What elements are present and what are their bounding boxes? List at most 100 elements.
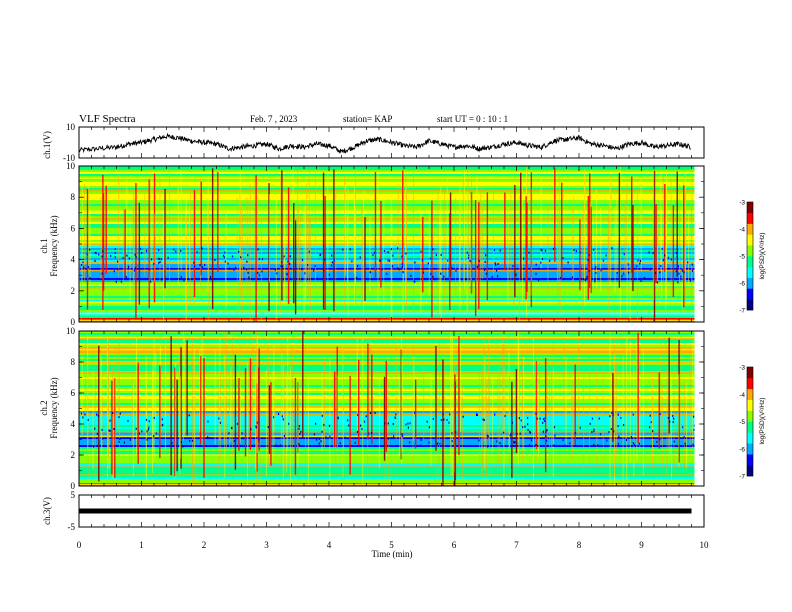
low-power-speckle <box>516 432 518 435</box>
sferic-streak <box>112 385 114 479</box>
x-tick-label: 3 <box>264 540 269 550</box>
low-power-speckle <box>595 272 597 275</box>
sferic-streak <box>126 180 128 279</box>
sferic-streak <box>658 372 660 449</box>
spectrogram-row <box>79 214 695 217</box>
sferic-streak <box>391 213 393 321</box>
low-power-speckle <box>593 443 595 446</box>
sferic-streak <box>694 336 695 436</box>
spectral-line <box>79 301 695 304</box>
sferic-streak <box>573 196 575 281</box>
spectrogram-row <box>79 282 695 285</box>
low-power-speckle <box>129 438 131 441</box>
sferic-streak <box>481 368 483 479</box>
low-power-speckle <box>541 249 543 252</box>
low-power-speckle <box>414 261 416 264</box>
low-power-speckle <box>387 437 390 440</box>
low-power-speckle <box>148 420 150 423</box>
sferic-streak <box>344 175 346 311</box>
sferic-streak <box>563 332 565 427</box>
sferic-streak <box>159 177 161 290</box>
low-power-speckle <box>542 421 544 424</box>
sferic-streak <box>214 350 216 445</box>
sferic-streak <box>151 179 153 300</box>
sferic-streak <box>239 379 241 444</box>
sferic-streak <box>347 188 349 317</box>
low-power-speckle <box>224 251 226 254</box>
low-power-speckle <box>491 275 493 278</box>
spectral-line <box>79 243 695 245</box>
low-power-speckle <box>586 275 588 278</box>
low-power-speckle <box>193 261 195 264</box>
spectrogram-row <box>79 230 695 233</box>
low-power-speckle <box>591 417 594 420</box>
low-power-speckle <box>114 256 116 259</box>
colorbar-swatch <box>747 377 753 390</box>
low-power-speckle <box>617 442 620 445</box>
low-power-speckle <box>368 432 370 435</box>
spectral-line <box>79 337 695 340</box>
low-power-speckle <box>540 248 542 251</box>
sferic-streak <box>275 195 277 320</box>
sferic-streak <box>660 351 662 446</box>
sferic-streak <box>81 355 83 435</box>
sferic-streak <box>660 173 662 271</box>
spectrogram-row <box>79 192 695 195</box>
low-power-speckle <box>228 432 230 435</box>
sferic-streak <box>219 337 221 441</box>
sferic-streak <box>201 338 203 446</box>
sferic-streak <box>269 194 270 283</box>
low-power-speckle <box>233 268 235 271</box>
sferic-streak <box>655 204 657 283</box>
sferic-streak <box>452 337 453 477</box>
sferic-streak <box>321 373 323 451</box>
low-power-speckle <box>231 427 233 430</box>
ch1-waveform-tick-label: -10 <box>63 153 75 163</box>
colorbar-tick-label: -4 <box>739 227 745 234</box>
sferic-streak <box>535 345 537 463</box>
low-power-speckle <box>287 260 289 263</box>
low-power-speckle <box>620 417 622 420</box>
sferic-streak <box>616 195 618 273</box>
sferic-streak <box>521 178 523 305</box>
spectrogram-row <box>79 186 695 189</box>
low-power-speckle <box>150 280 152 283</box>
low-power-speckle <box>678 272 680 275</box>
low-power-speckle <box>440 419 442 422</box>
sferic-streak <box>353 185 355 275</box>
low-power-speckle <box>569 442 571 445</box>
low-power-speckle <box>564 444 566 447</box>
low-power-speckle <box>176 277 179 280</box>
low-power-speckle <box>333 259 335 262</box>
low-power-speckle <box>440 253 442 256</box>
spectral-line <box>79 177 695 180</box>
low-power-speckle <box>135 256 137 259</box>
low-power-speckle <box>677 281 679 284</box>
low-power-speckle <box>552 247 555 250</box>
low-power-speckle <box>191 439 194 442</box>
low-power-speckle <box>313 269 315 272</box>
low-power-speckle <box>120 280 123 283</box>
colorbar-swatch <box>747 212 753 224</box>
sferic-streak <box>572 380 574 457</box>
low-power-speckle <box>503 431 505 434</box>
spectrogram-row <box>79 176 695 179</box>
sferic-streak <box>324 195 326 310</box>
colorbar-swatch <box>747 465 753 477</box>
sferic-streak <box>403 217 405 319</box>
sferic-streak <box>100 357 102 458</box>
low-power-speckle <box>692 443 694 446</box>
ch1-spectrogram-tick-label: 6 <box>71 223 76 233</box>
low-power-speckle <box>153 416 155 419</box>
spectrogram-row <box>79 288 695 291</box>
low-power-speckle <box>484 254 487 257</box>
sferic-streak <box>247 357 249 472</box>
sferic-streak <box>383 376 386 461</box>
low-power-speckle <box>379 259 381 262</box>
low-power-speckle <box>256 421 258 424</box>
sferic-streak <box>79 200 81 313</box>
low-power-speckle <box>504 414 506 417</box>
low-power-speckle <box>328 424 331 427</box>
spectrogram-row <box>79 314 695 317</box>
low-power-speckle <box>354 441 356 444</box>
